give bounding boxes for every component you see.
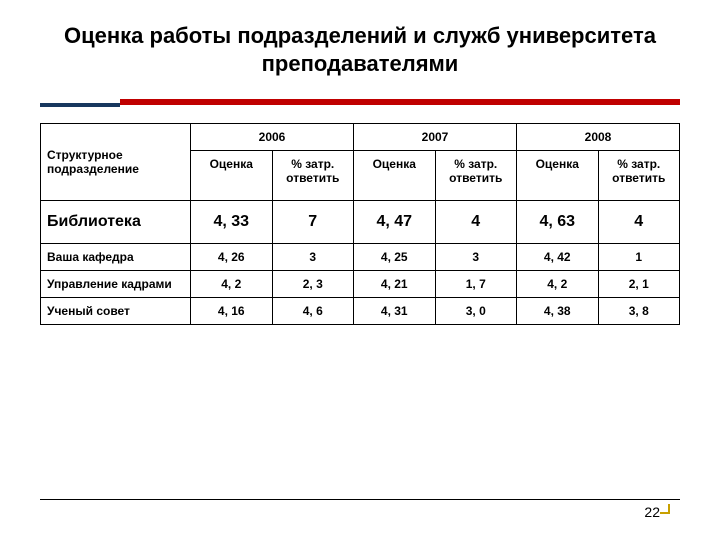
table-cell: 7 xyxy=(272,201,354,244)
table-row: Ученый совет4, 164, 64, 313, 04, 383, 8 xyxy=(41,298,680,325)
table-cell: 4, 2 xyxy=(191,271,273,298)
slide-title: Оценка работы подразделений и служб унив… xyxy=(40,22,680,77)
table-cell: 4, 42 xyxy=(517,244,599,271)
footer-line xyxy=(40,499,680,500)
table-row: Управление кадрами4, 22, 34, 211, 74, 22… xyxy=(41,271,680,298)
rule-segment-red xyxy=(120,99,680,105)
rule-segment-blue xyxy=(40,103,120,107)
sub-header-pct: % затр. ответить xyxy=(598,151,680,201)
table-cell: 4, 31 xyxy=(354,298,436,325)
sub-header-pct: % затр. ответить xyxy=(435,151,517,201)
table-cell: 4, 38 xyxy=(517,298,599,325)
table-cell: 4, 2 xyxy=(517,271,599,298)
table-cell: 4, 47 xyxy=(354,201,436,244)
table-cell: 3, 0 xyxy=(435,298,517,325)
table-cell: 4 xyxy=(435,201,517,244)
table-cell: 4, 63 xyxy=(517,201,599,244)
table-cell: 1 xyxy=(598,244,680,271)
table-row: Библиотека4, 3374, 4744, 634 xyxy=(41,201,680,244)
sub-header-pct: % затр. ответить xyxy=(272,151,354,201)
header-main: Структурное подразделение xyxy=(41,124,191,201)
sub-header-score: Оценка xyxy=(354,151,436,201)
table-cell: 3, 8 xyxy=(598,298,680,325)
header-year-2006: 2006 xyxy=(191,124,354,151)
header-year-2008: 2008 xyxy=(517,124,680,151)
divider-rule xyxy=(40,97,680,105)
row-label: Управление кадрами xyxy=(41,271,191,298)
table-cell: 4, 33 xyxy=(191,201,273,244)
table-cell: 3 xyxy=(435,244,517,271)
table-header-row-1: Структурное подразделение 2006 2007 2008 xyxy=(41,124,680,151)
data-table: Структурное подразделение 2006 2007 2008… xyxy=(40,123,680,325)
table-cell: 4, 6 xyxy=(272,298,354,325)
sub-header-score: Оценка xyxy=(191,151,273,201)
corner-ornament xyxy=(660,504,670,514)
slide-number: 22 xyxy=(644,504,660,520)
table-row: Ваша кафедра4, 2634, 2534, 421 xyxy=(41,244,680,271)
table-cell: 3 xyxy=(272,244,354,271)
sub-header-score: Оценка xyxy=(517,151,599,201)
table-cell: 4, 25 xyxy=(354,244,436,271)
table-cell: 1, 7 xyxy=(435,271,517,298)
table-cell: 4, 16 xyxy=(191,298,273,325)
row-label: Ученый совет xyxy=(41,298,191,325)
table-cell: 4, 21 xyxy=(354,271,436,298)
row-label: Библиотека xyxy=(41,201,191,244)
table-cell: 2, 1 xyxy=(598,271,680,298)
row-label: Ваша кафедра xyxy=(41,244,191,271)
table-cell: 4 xyxy=(598,201,680,244)
table-cell: 4, 26 xyxy=(191,244,273,271)
header-year-2007: 2007 xyxy=(354,124,517,151)
table-cell: 2, 3 xyxy=(272,271,354,298)
